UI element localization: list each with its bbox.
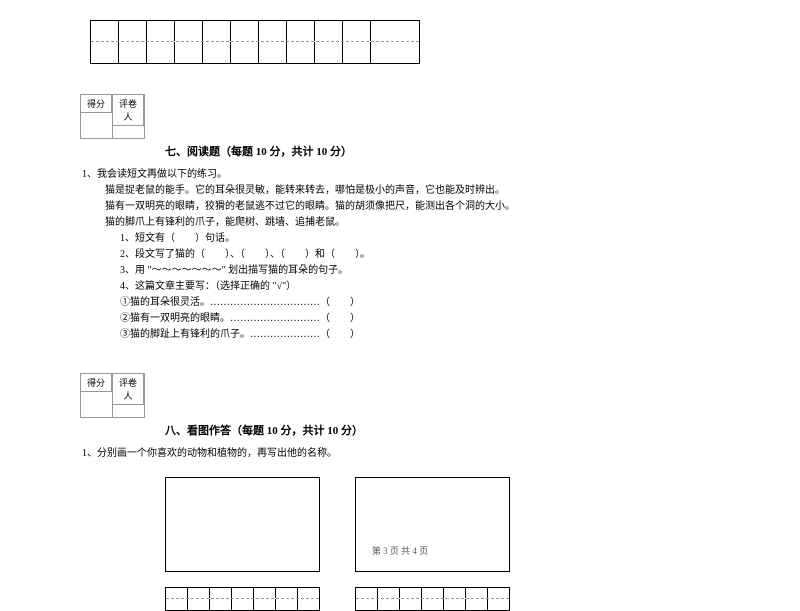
grid-cell xyxy=(488,588,509,598)
score-value xyxy=(81,392,112,404)
section7-sub1: 1、短文有（ ）句话。 xyxy=(120,231,720,247)
grader-value xyxy=(113,405,144,417)
grader-value xyxy=(113,126,144,138)
section8-title: 八、看图作答（每题 10 分，共计 10 分） xyxy=(165,422,720,438)
grid-cell xyxy=(210,588,232,598)
section7-passage3: 猫的脚爪上有锋利的爪子，能爬树、跳墙、追捕老鼠。 xyxy=(105,215,720,231)
section7-q1: 1、我会读短文再做以下的练习。 xyxy=(82,167,720,183)
grid-cell xyxy=(259,21,287,41)
score-header: 得分 xyxy=(81,95,112,113)
grader-header: 评卷人 xyxy=(113,95,144,126)
section7-sub2: 2、段文写了猫的（ ）、（ ）、（ ）和（ ）。 xyxy=(120,247,720,263)
grid-cell xyxy=(343,21,371,41)
grid-cell xyxy=(444,588,466,598)
grid-cell xyxy=(378,599,400,610)
section7-choice3: ③猫的脚趾上有锋利的爪子。…………………（ ） xyxy=(120,327,720,343)
grid-row xyxy=(91,42,419,63)
grid-cell xyxy=(175,21,203,41)
grid-cell xyxy=(276,588,298,598)
name-grid-animal xyxy=(165,587,320,611)
grid-cell xyxy=(378,588,400,598)
score-table-section7: 得分 评卷人 xyxy=(80,64,145,139)
grid-cell xyxy=(371,21,420,41)
grid-cell xyxy=(276,599,298,610)
grid-row xyxy=(91,21,419,42)
grid-cell xyxy=(259,42,287,63)
grid-cell xyxy=(298,588,319,598)
grid-cell xyxy=(232,588,254,598)
grid-cell xyxy=(188,588,210,598)
section8-q1: 1、分别画一个你喜欢的动物和植物的，再写出他的名称。 xyxy=(82,446,720,462)
grid-cell xyxy=(444,599,466,610)
grid-cell xyxy=(210,599,232,610)
grid-cell xyxy=(203,42,231,63)
grid-cell xyxy=(400,599,422,610)
grid-cell xyxy=(119,21,147,41)
grid-cell xyxy=(175,42,203,63)
section7-choice1: ①猫的耳朵很灵活。……………………………（ ） xyxy=(120,295,720,311)
section7-title: 七、阅读题（每题 10 分，共计 10 分） xyxy=(165,143,720,159)
name-grid-plant xyxy=(355,587,510,611)
score-table-section8: 得分 评卷人 xyxy=(80,343,145,418)
drawing-area xyxy=(165,477,720,572)
grid-cell xyxy=(203,21,231,41)
name-grids xyxy=(165,587,720,611)
draw-box-animal xyxy=(165,477,320,572)
grid-cell xyxy=(400,588,422,598)
section7-passage1: 猫是捉老鼠的能手。它的耳朵很灵敏，能转来转去，哪怕是极小的声音，它也能及时辨出。 xyxy=(105,183,720,199)
grid-cell xyxy=(466,599,488,610)
grid-cell xyxy=(315,21,343,41)
grid-cell xyxy=(254,588,276,598)
grid-cell xyxy=(254,599,276,610)
grid-cell xyxy=(287,42,315,63)
grid-cell xyxy=(166,588,188,598)
grid-cell xyxy=(466,588,488,598)
grid-cell xyxy=(422,599,444,610)
grid-cell xyxy=(232,599,254,610)
grid-cell xyxy=(91,42,119,63)
section7-sub3: 3、用 "～～～～～～～" 划出描写猫的耳朵的句子。 xyxy=(120,263,720,279)
grid-cell xyxy=(166,599,188,610)
grid-cell xyxy=(356,588,378,598)
grid-cell xyxy=(119,42,147,63)
grid-cell xyxy=(356,599,378,610)
section7-sub4: 4、这篇文章主要写：（选择正确的 "√"） xyxy=(120,279,720,295)
grid-cell xyxy=(188,599,210,610)
grid-cell xyxy=(298,599,319,610)
grid-cell xyxy=(231,42,259,63)
page-footer: 第 3 页 共 4 页 xyxy=(372,544,428,557)
answer-grid-top xyxy=(90,20,420,64)
grid-cell xyxy=(343,42,371,63)
score-header: 得分 xyxy=(81,374,112,392)
grid-cell xyxy=(91,21,119,41)
grid-cell xyxy=(287,21,315,41)
grader-header: 评卷人 xyxy=(113,374,144,405)
grid-cell xyxy=(147,42,175,63)
grid-cell xyxy=(371,42,420,63)
grid-cell xyxy=(315,42,343,63)
section7-passage2: 猫有一双明亮的眼睛，狡猾的老鼠逃不过它的眼睛。猫的胡须像把尺，能测出各个洞的大小… xyxy=(105,199,720,215)
grid-cell xyxy=(422,588,444,598)
grid-cell xyxy=(231,21,259,41)
grid-cell xyxy=(147,21,175,41)
score-value xyxy=(81,113,112,125)
section7-choice2: ②猫有一双明亮的眼睛。………………………（ ） xyxy=(120,311,720,327)
draw-box-plant xyxy=(355,477,510,572)
grid-cell xyxy=(488,599,509,610)
